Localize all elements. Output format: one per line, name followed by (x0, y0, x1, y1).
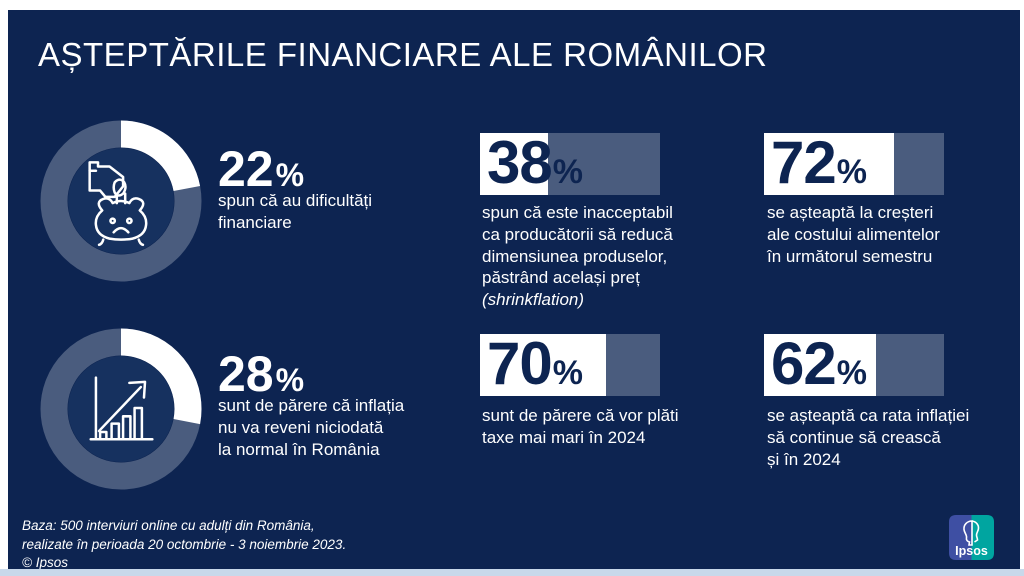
bar-chart-higher-taxes: 70% (480, 329, 660, 397)
source-note: Baza: 500 interviuri online cu adulți di… (22, 518, 347, 571)
stat-label-financial-difficulties: spun că au dificultăți financiare (218, 191, 373, 232)
rising-chart-arrow-icon (89, 376, 154, 441)
bar-fill (764, 133, 894, 195)
percent-sign: % (552, 152, 583, 191)
bar-chart-food-cost-increase: 72% (764, 128, 944, 196)
page-title: AȘTEPTĂRILE FINANCIARE ALE ROMÂNILOR (38, 36, 768, 73)
stat-label-shrinkflation: spun că este inacceptabil ca producători… (482, 202, 673, 311)
donut-chart-inflation-never-normal (40, 328, 202, 490)
percent-sign: % (275, 157, 305, 193)
percent-sign: % (552, 353, 583, 392)
bar-fill (480, 334, 606, 396)
donut-ring (40, 328, 202, 490)
stat-value-inflation-never-normal: 28% (218, 349, 304, 399)
stat-value-inflation-rising: 62% (771, 329, 867, 397)
stat-label-inflation-never-normal: sunt de părere că inflația nu va reveni … (218, 396, 405, 459)
stat-number: 28 (218, 346, 274, 402)
stat-number: 72 (771, 128, 837, 196)
stat-number: 22 (218, 141, 274, 197)
hand-coin-piggy-bank-icon (88, 161, 148, 247)
stat-value-shrinkflation: 38% (487, 128, 583, 196)
percent-sign: % (275, 362, 305, 398)
stat-value-food-cost-increase: 72% (771, 128, 867, 196)
stat-label-text: spun că este inacceptabil ca producători… (482, 203, 673, 288)
stat-number: 38 (487, 128, 553, 196)
stat-label-food-cost-increase: se așteaptă la creșteri ale costului ali… (767, 203, 940, 266)
bottom-accent-strip (0, 569, 1024, 576)
ipsos-logo-text: Ipsos (955, 544, 988, 558)
stat-value-financial-difficulties: 22% (218, 144, 304, 194)
percent-sign: % (836, 152, 867, 191)
stat-number: 62 (771, 329, 837, 397)
percent-sign: % (836, 353, 867, 392)
stat-label-higher-taxes: sunt de părere că vor plăti taxe mai mar… (482, 406, 679, 447)
bar-fill (764, 334, 876, 396)
ipsos-logo: Ipsos (949, 515, 994, 560)
donut-chart-financial-difficulties (40, 120, 202, 282)
bar-fill (480, 133, 549, 195)
slide-background: AȘTEPTĂRILE FINANCIARE ALE ROMÂNILOR (8, 10, 1020, 570)
stat-number: 70 (487, 329, 553, 397)
bar-chart-shrinkflation: 38% (480, 128, 660, 196)
stat-label-inflation-rising: se așteaptă ca rata inflației să continu… (767, 406, 970, 469)
stat-value-higher-taxes: 70% (487, 329, 583, 397)
bar-chart-inflation-rising: 62% (764, 329, 944, 397)
stat-label-italic: (shrinkflation) (482, 290, 585, 309)
